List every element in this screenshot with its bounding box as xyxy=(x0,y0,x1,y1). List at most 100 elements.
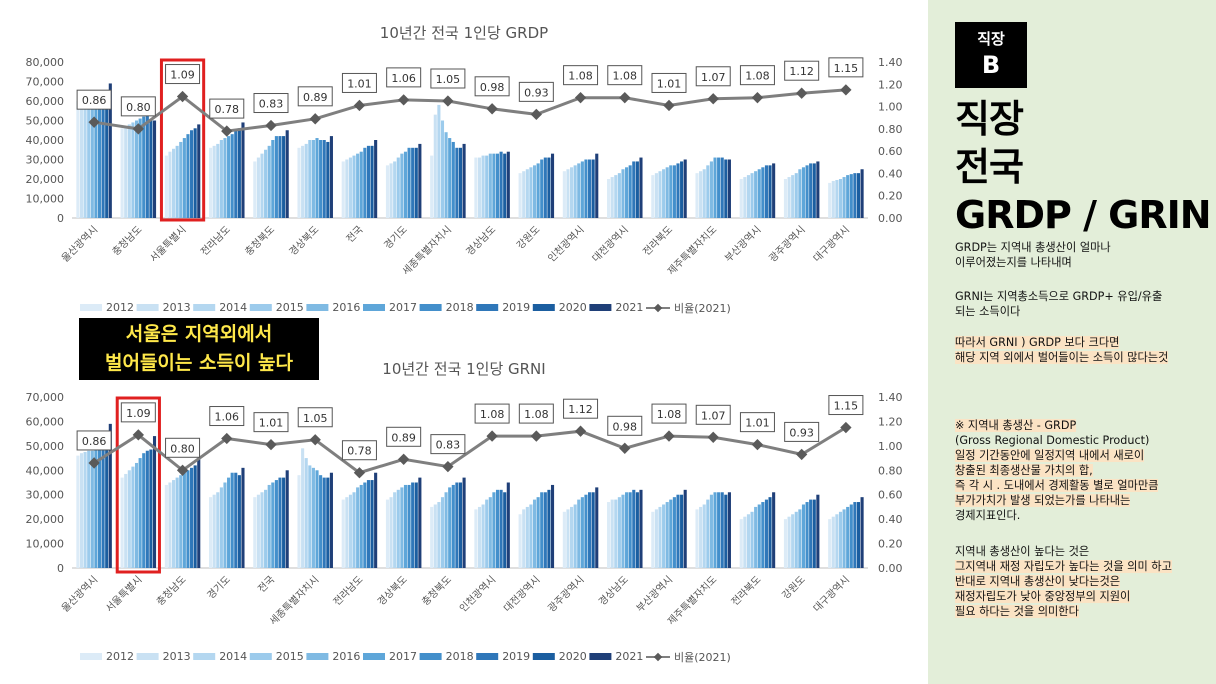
bar-2012 xyxy=(651,511,655,568)
ratio-label-box xyxy=(297,86,333,107)
ratio-label-box xyxy=(341,72,377,93)
bar-2015 xyxy=(706,499,710,568)
legend-swatch-2019 xyxy=(476,653,499,660)
ratio-label-box xyxy=(474,76,510,97)
bar-2021 xyxy=(550,484,555,568)
bar-2012 xyxy=(783,179,788,218)
bar-2013 xyxy=(168,151,172,218)
bar-2016 xyxy=(577,163,581,218)
bar-2015 xyxy=(308,465,312,568)
bar-2015 xyxy=(440,120,445,218)
bar-2020 xyxy=(768,497,772,568)
bar-2020 xyxy=(591,159,595,218)
legend-swatch-2014 xyxy=(193,653,216,660)
bar-2020 xyxy=(458,482,463,568)
bar-2018 xyxy=(495,153,500,218)
legend-label: 2012 xyxy=(106,650,134,663)
legend-swatch-2020 xyxy=(532,304,555,311)
category-label: 대구광역시 xyxy=(811,574,852,615)
bar-2014 xyxy=(127,124,131,218)
def-line2: (Gross Regional Domestic Product) xyxy=(955,434,1150,447)
legend-swatch-2012 xyxy=(80,653,102,660)
bar-2017 xyxy=(536,497,540,568)
bar-2016 xyxy=(798,169,802,218)
ratio-label-box xyxy=(253,93,289,114)
ratio-marker xyxy=(751,438,764,451)
legend-label: 2019 xyxy=(502,301,530,314)
bar-2020 xyxy=(768,165,772,218)
bar-2012 xyxy=(783,519,788,568)
ratio-data-label: 1.06 xyxy=(215,411,240,424)
bar-2012 xyxy=(253,497,257,568)
y2-tick-label: 1.40 xyxy=(878,56,903,69)
bar-2019 xyxy=(234,130,238,218)
legend-label: 2020 xyxy=(559,650,587,663)
bar-2013 xyxy=(212,494,216,568)
ratio-marker xyxy=(574,425,587,437)
y-tick-label: 10,000 xyxy=(26,193,65,206)
ratio-label-box xyxy=(784,60,820,81)
y2-tick-label: 1.40 xyxy=(878,391,903,404)
y2-tick-label: 0.00 xyxy=(878,562,903,575)
bar-2012 xyxy=(76,455,80,568)
bar-2019 xyxy=(190,467,194,568)
bar-2017 xyxy=(271,482,275,568)
bar-2016 xyxy=(621,494,625,568)
bar-2020 xyxy=(724,494,728,568)
y-tick-label: 10,000 xyxy=(26,538,65,551)
bar-2013 xyxy=(743,177,747,218)
ratio-data-label: 0.98 xyxy=(613,420,638,433)
chart1-title: 10년간 전국 1인당 GRDP xyxy=(379,24,549,42)
legend-swatch-2019 xyxy=(476,304,499,311)
bar-2015 xyxy=(706,165,710,218)
ratio-data-label: 0.83 xyxy=(436,439,461,452)
ratio-label-box xyxy=(76,89,112,110)
bar-2019 xyxy=(676,163,680,218)
bar-2012 xyxy=(607,502,611,568)
ratio-label-box xyxy=(828,395,864,416)
bar-2019 xyxy=(190,130,194,218)
legend-swatch-2013 xyxy=(136,653,159,660)
y-tick-label: 20,000 xyxy=(26,173,65,186)
meaning-line4: 재정자립도가 낮아 중앙정부의 지원이 xyxy=(955,590,1131,603)
bar-2012 xyxy=(164,155,168,218)
bar-2017 xyxy=(625,167,629,218)
ratio-label-box xyxy=(739,412,775,433)
legend-swatch-2020 xyxy=(532,653,555,660)
bar-2014 xyxy=(216,492,220,568)
meaning-line1: 지역내 총생산이 높다는 것은 xyxy=(955,545,1090,558)
bar-2020 xyxy=(547,489,551,568)
bar-2017 xyxy=(713,157,717,218)
ratio-marker xyxy=(796,448,808,461)
bar-2018 xyxy=(584,159,588,218)
bar-2017 xyxy=(403,151,408,218)
panel-title-3: GRDP / GRIN xyxy=(955,193,1212,237)
y2-tick-label: 0.40 xyxy=(878,167,903,180)
ratio-data-label: 0.89 xyxy=(391,431,416,444)
legend-label: 2018 xyxy=(446,650,474,663)
bar-2021 xyxy=(152,436,157,568)
bar-2013 xyxy=(522,509,526,568)
category-label: 울산광역시 xyxy=(59,574,100,615)
category-label: 충청남도 xyxy=(154,574,189,609)
ratio-marker xyxy=(221,125,233,137)
bar-2017 xyxy=(138,458,142,568)
bar-2013 xyxy=(787,516,791,568)
bar-2014 xyxy=(658,506,662,568)
bar-2021 xyxy=(595,487,599,568)
bar-2017 xyxy=(846,506,850,568)
y-tick-label: 50,000 xyxy=(26,440,65,453)
bar-2012 xyxy=(607,179,611,218)
bar-2018 xyxy=(584,494,588,568)
def-line5: 즉 각 시 . 도내에서 경제활동 별로 얼마만큼 xyxy=(955,479,1159,492)
bar-2012 xyxy=(297,147,301,218)
y2-tick-label: 0.80 xyxy=(878,464,903,477)
desc-grni: GRNI는 지역총소득으로 GRDP+ 유입/유출 되는 소득이다 xyxy=(955,289,1213,319)
bar-2017 xyxy=(625,492,629,568)
bar-2013 xyxy=(256,494,260,568)
bar-2014 xyxy=(172,148,176,218)
ratio-data-label: 1.06 xyxy=(391,72,416,85)
bar-2020 xyxy=(105,93,109,218)
bar-2013 xyxy=(79,453,84,568)
bar-2015 xyxy=(175,477,179,568)
